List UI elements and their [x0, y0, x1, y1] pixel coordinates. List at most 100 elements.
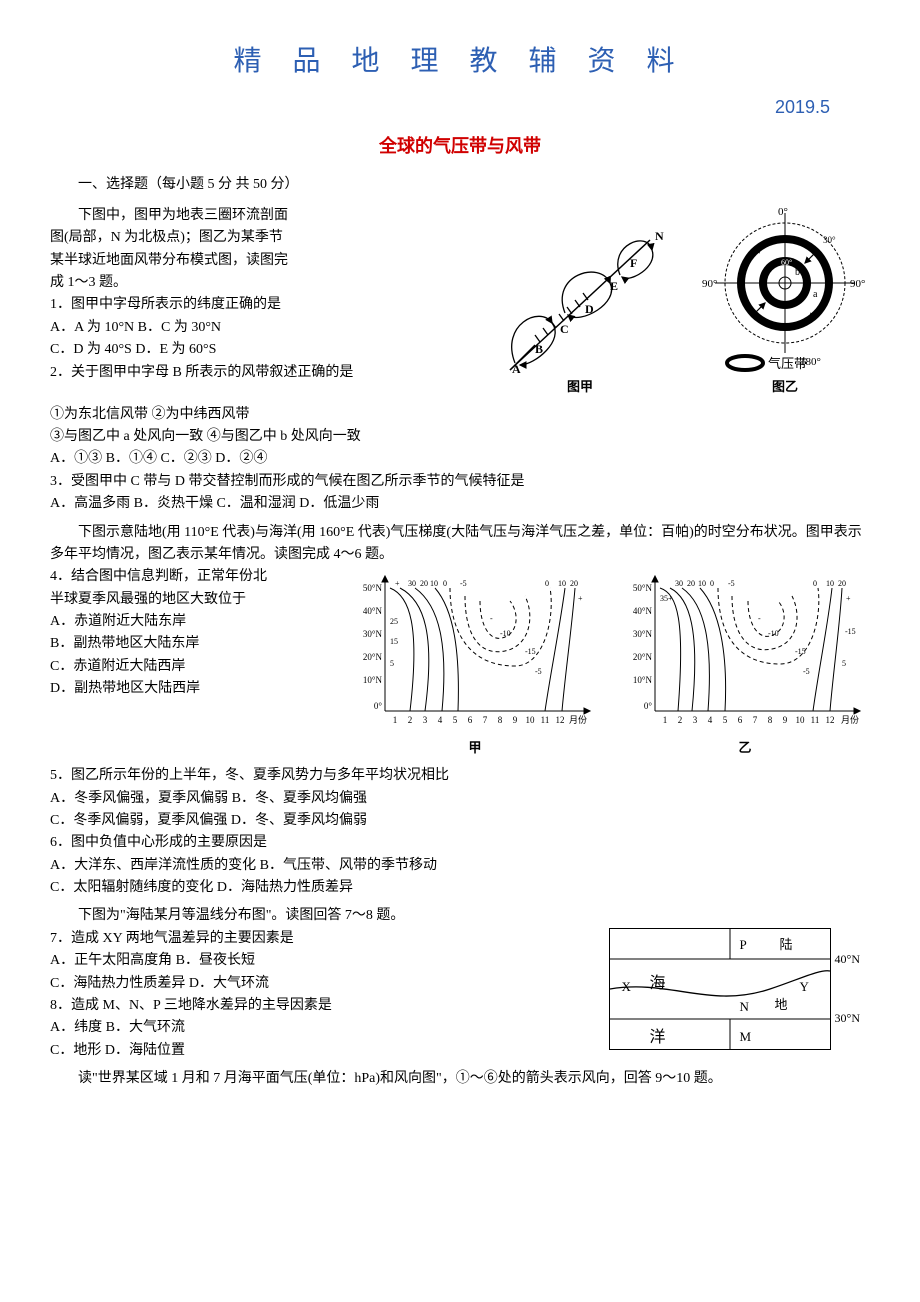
chart-jia: 50°N 40°N 30°N 20°N 10°N 0° 1 2 3 4 5 6 … — [350, 566, 600, 759]
xtick: 9 — [783, 715, 788, 725]
clabel: -10 — [768, 629, 779, 638]
clabel: - — [758, 614, 761, 623]
map-P: P — [740, 935, 747, 956]
figure-yi-svg: b a 60° 30° 0° 90° 90° 180° 气压带 — [700, 205, 870, 375]
map-figure: P 陆 X 海 Y N 地 洋 M 40°N 30°N — [609, 928, 860, 1050]
fig-yi-a: a — [813, 289, 818, 300]
xtick: 12 — [826, 715, 835, 725]
fig-yi-90l: 90° — [702, 278, 717, 290]
fig-jia-N: N — [655, 229, 664, 243]
clabel: 0 — [813, 579, 817, 588]
fig-jia-F: F — [630, 256, 637, 270]
question-6: 6．图中负值中心形成的主要原因是 — [50, 832, 870, 854]
xtick: 4 — [708, 715, 713, 725]
ytick: 10°N — [633, 675, 653, 685]
clabel: 20 — [838, 579, 846, 588]
question-4-options: A．赤道附近大陆东岸 B．副热带地区大陆东岸 C．赤道附近大陆西岸 D．副热带地… — [50, 611, 270, 701]
figure-jia: A B C D E F N 图甲 — [480, 205, 680, 398]
clabel: 10 — [430, 579, 438, 588]
clabel: -5 — [803, 667, 810, 676]
ytick: 10°N — [363, 675, 383, 685]
xtick: 7 — [753, 715, 758, 725]
header-title: 精 品 地 理 教 辅 资 料 — [50, 40, 870, 85]
section-heading: 一、选择题（每小题 5 分 共 50 分） — [50, 174, 870, 196]
clabel: 10 — [558, 579, 566, 588]
clabel: 25 — [390, 617, 398, 626]
xtick: 月份 — [569, 714, 587, 725]
figure-jia-svg: A B C D E F N — [480, 205, 680, 375]
clabel: -15 — [845, 627, 856, 636]
chart-jia-caption: 甲 — [350, 738, 600, 759]
question-2-options: A．①③ B．①④ C．②③ D．②④ — [50, 448, 870, 470]
ytick: 0° — [374, 701, 383, 711]
ytick: 0° — [644, 701, 653, 711]
clabel: -10 — [500, 629, 511, 638]
question-4: 4．结合图中信息判断，正常年份北半球夏季风最强的地区大致位于 — [50, 566, 270, 611]
clabel: -15 — [795, 647, 806, 656]
clabel: 10 — [826, 579, 834, 588]
fig-yi-30: 30° — [823, 235, 836, 245]
clabel: -15 — [525, 647, 536, 656]
ytick: 50°N — [633, 583, 653, 593]
question-3: 3．受图甲中 C 带与 D 带交替控制而形成的气候在图乙所示季节的气候特征是 — [50, 471, 870, 493]
ytick: 30°N — [363, 629, 383, 639]
xtick: 10 — [526, 715, 536, 725]
xtick: 7 — [483, 715, 488, 725]
map-yang: 洋 — [650, 1025, 666, 1051]
xtick: 11 — [811, 715, 820, 725]
clabel: 0 — [710, 579, 714, 588]
xtick: 3 — [693, 715, 698, 725]
figure-row-2: 50°N 40°N 30°N 20°N 10°N 0° 1 2 3 4 5 6 … — [350, 566, 870, 759]
fig-yi-legend: 气压带 — [768, 356, 807, 371]
xtick: 8 — [498, 715, 503, 725]
map-X: X — [622, 977, 631, 998]
ytick: 50°N — [363, 583, 383, 593]
xtick: 月份 — [841, 714, 859, 725]
ytick: 40°N — [363, 606, 383, 616]
clabel: - — [490, 614, 493, 623]
clabel: 30 — [675, 579, 683, 588]
clabel: 10 — [698, 579, 706, 588]
fig-yi-90r: 90° — [850, 278, 865, 290]
question-3-options: A．高温多雨 B．炎热干燥 C．温和湿润 D．低温少雨 — [50, 493, 870, 515]
xtick: 11 — [541, 715, 550, 725]
clabel: 15 — [390, 637, 398, 646]
xtick: 6 — [468, 715, 473, 725]
chart-yi-svg: 50°N 40°N 30°N 20°N 10°N 0° 1 2 3 4 5 6 … — [620, 566, 870, 736]
fig-yi-0top: 0° — [778, 206, 788, 218]
map-di: 地 — [775, 995, 788, 1016]
fig-jia-E: E — [610, 279, 618, 293]
clabel: -5 — [728, 579, 735, 588]
intro-4: 读"世界某区域 1 月和 7 月海平面气压(单位：hPa)和风向图"，①～⑥处的… — [50, 1068, 870, 1090]
clabel: 35+ — [660, 594, 673, 603]
fig-jia-B: B — [535, 342, 543, 356]
xtick: 3 — [423, 715, 428, 725]
question-5: 5．图乙所示年份的上半年，冬、夏季风势力与多年平均状况相比 — [50, 765, 870, 787]
intro-1: 下图中，图甲为地表三圈环流剖面图(局部，N 为北极点)；图乙为某季节某半球近地面… — [50, 205, 290, 295]
xtick: 5 — [723, 715, 728, 725]
clabel: 5 — [842, 659, 846, 668]
map-lat40: 40°N — [835, 950, 860, 969]
ytick: 20°N — [633, 652, 653, 662]
xtick: 2 — [678, 715, 683, 725]
xtick: 10 — [796, 715, 806, 725]
figure-yi: b a 60° 30° 0° 90° 90° 180° 气压带 图乙 — [700, 205, 870, 398]
clabel: -5 — [460, 579, 467, 588]
question-2-sub: ①为东北信风带 ②为中纬西风带 ③与图乙中 a 处风向一致 ④与图乙中 b 处风… — [50, 404, 870, 449]
clabel: + — [395, 579, 400, 588]
xtick: 6 — [738, 715, 743, 725]
clabel: -5 — [535, 667, 542, 676]
ytick: 20°N — [363, 652, 383, 662]
clabel: 20 — [570, 579, 578, 588]
question-5-options: A．冬季风偏强，夏季风偏弱 B．冬、夏季风均偏强 C．冬季风偏弱，夏季风偏强 D… — [50, 788, 870, 833]
map-lat30: 30°N — [835, 1009, 860, 1028]
map-N: N — [740, 997, 749, 1018]
map-M: M — [740, 1027, 752, 1048]
clabel: 30 — [408, 579, 416, 588]
clabel: 5 — [390, 659, 394, 668]
fig-jia-A: A — [512, 362, 521, 375]
map-Y: Y — [800, 977, 809, 998]
figure-yi-caption: 图乙 — [700, 377, 870, 398]
xtick: 12 — [556, 715, 565, 725]
header-date: 2019.5 — [50, 93, 830, 122]
